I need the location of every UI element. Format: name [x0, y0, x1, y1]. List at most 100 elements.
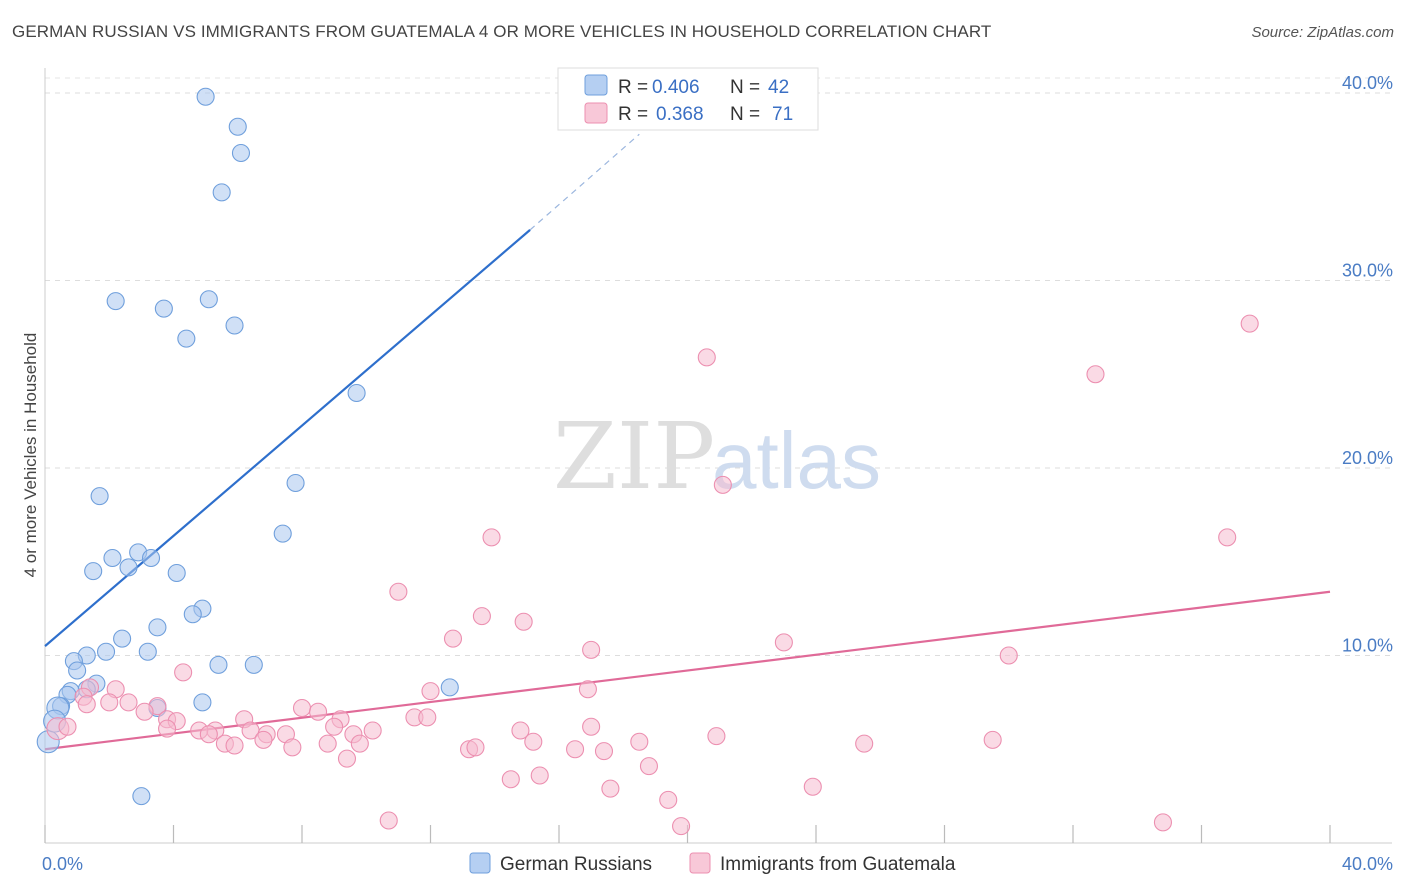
- point-s1-61: [337, 749, 357, 768]
- gridlines: [45, 77, 1392, 656]
- point-s0-28: [209, 655, 228, 674]
- stats-r-value-2: 0.368: [656, 104, 704, 125]
- point-s0-21: [148, 618, 167, 637]
- point-s1-68: [379, 811, 398, 830]
- point-s1-53: [630, 732, 649, 751]
- watermark-zip: ZIP: [553, 403, 715, 510]
- stats-n-value-1: 42: [768, 77, 789, 98]
- point-s0-29: [244, 655, 263, 674]
- point-s1-23: [292, 698, 312, 718]
- point-s1-2: [1086, 365, 1105, 384]
- point-s1-15: [421, 682, 440, 701]
- point-s1-39: [199, 725, 218, 744]
- point-s1-34: [582, 717, 601, 736]
- stats-legend: R = 0.406 N = 42 R = 0.368 N = 71: [557, 67, 819, 131]
- point-s1-49: [283, 738, 302, 757]
- point-s1-32: [325, 717, 344, 736]
- stats-n-label-2: N =: [730, 104, 760, 125]
- point-s0-2: [231, 143, 251, 163]
- point-s1-0: [1240, 314, 1259, 333]
- point-s1-59: [566, 740, 585, 759]
- point-s0-17: [119, 558, 138, 577]
- watermark: ZIP atlas: [553, 403, 881, 510]
- point-s1-13: [174, 663, 193, 682]
- y-axis-title: 4 or more Vehicles in Household: [21, 333, 40, 578]
- point-s1-69: [1153, 813, 1172, 832]
- point-s0-18: [167, 563, 186, 583]
- point-s1-7: [472, 607, 491, 626]
- point-s1-45: [58, 717, 77, 736]
- stats-swatch-german-russians: [584, 74, 608, 96]
- axes: [44, 68, 1392, 844]
- point-s1-1: [697, 348, 716, 367]
- point-s0-6: [199, 290, 218, 309]
- point-s1-55: [855, 734, 874, 753]
- point-s1-52: [524, 732, 543, 751]
- legend-swatch-german-russians: [469, 852, 491, 874]
- point-s0-5: [154, 299, 173, 318]
- stats-n-label-1: N =: [730, 77, 760, 98]
- point-s0-27: [68, 661, 87, 680]
- legend-swatch-guatemala: [689, 852, 711, 874]
- series-legend: German Russians Immigrants from Guatemal…: [469, 852, 956, 875]
- point-s1-35: [158, 719, 177, 738]
- point-s1-51: [350, 734, 369, 753]
- legend-label-guatemala: Immigrants from Guatemala: [720, 854, 956, 875]
- point-s0-20: [183, 605, 202, 624]
- y-tick-label-3: 40.0%: [1342, 73, 1393, 93]
- y-tick-labels: 10.0% 20.0% 30.0% 40.0%: [1342, 73, 1393, 656]
- point-s1-31: [418, 708, 437, 727]
- point-s1-24: [309, 702, 328, 721]
- point-s0-3: [212, 183, 231, 202]
- point-s1-48: [254, 730, 273, 749]
- y-tick-label-1: 20.0%: [1342, 448, 1393, 468]
- stats-n-value-2: 71: [772, 104, 793, 125]
- point-s1-58: [466, 738, 485, 757]
- point-s1-43: [363, 721, 382, 740]
- point-s1-8: [514, 612, 533, 631]
- point-s1-50: [318, 734, 337, 753]
- chart-source: Source: ZipAtlas.com: [1251, 24, 1394, 41]
- stats-r-label-1: R =: [618, 77, 648, 98]
- x-tick-labels: 0.0% 40.0%: [42, 854, 1393, 874]
- point-s1-12: [999, 646, 1018, 665]
- point-s0-1: [228, 117, 247, 136]
- point-s0-11: [286, 473, 305, 493]
- point-s0-15: [141, 548, 161, 568]
- point-s0-7: [225, 316, 244, 335]
- point-s0-13: [103, 548, 122, 568]
- point-s1-64: [501, 770, 520, 789]
- trend-line-1: [44, 590, 1331, 751]
- x-tick-label-0: 0.0%: [42, 854, 83, 874]
- y-tick-label-0: 10.0%: [1342, 636, 1393, 656]
- point-s1-25: [135, 702, 154, 721]
- point-s1-56: [983, 730, 1002, 749]
- point-s0-23: [96, 642, 116, 661]
- point-s1-5: [482, 528, 501, 547]
- point-s1-20: [119, 693, 138, 712]
- point-s0-38: [440, 678, 459, 697]
- point-s0-9: [347, 383, 366, 403]
- point-s0-16: [84, 562, 103, 581]
- point-s1-70: [672, 817, 691, 836]
- point-s1-11: [774, 633, 793, 652]
- point-s1-21: [77, 695, 96, 714]
- point-s1-4: [1218, 528, 1237, 547]
- watermark-atlas: atlas: [712, 416, 881, 505]
- stats-r-label-2: R =: [618, 104, 648, 125]
- point-s1-47: [225, 736, 244, 755]
- point-s1-66: [803, 777, 822, 796]
- point-s1-10: [582, 640, 601, 659]
- trend-lines: [44, 133, 1331, 751]
- trend-extension-0: [529, 133, 640, 231]
- trend-line-0: [44, 229, 531, 647]
- data-points: [36, 87, 1259, 836]
- point-s0-4: [106, 292, 125, 311]
- y-tick-label-2: 30.0%: [1342, 261, 1393, 281]
- legend-label-german-russians: German Russians: [500, 854, 652, 875]
- point-s0-8: [177, 329, 196, 348]
- point-s1-33: [511, 721, 530, 740]
- point-s1-63: [530, 766, 549, 785]
- point-s1-54: [707, 727, 726, 746]
